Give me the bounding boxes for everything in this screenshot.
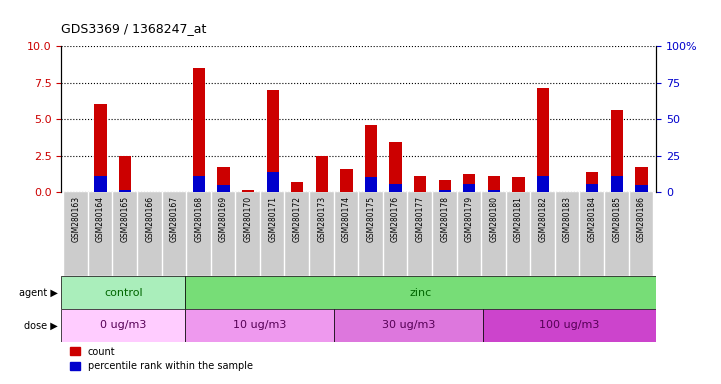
Text: control: control — [104, 288, 143, 298]
Bar — [438, 190, 451, 192]
Bar — [537, 176, 549, 192]
Bar — [389, 142, 402, 192]
Text: GSM280172: GSM280172 — [293, 196, 302, 242]
Bar — [193, 176, 205, 192]
Bar — [438, 180, 451, 192]
Text: GSM280163: GSM280163 — [71, 196, 81, 242]
Text: GSM280185: GSM280185 — [612, 196, 622, 242]
Text: GDS3369 / 1368247_at: GDS3369 / 1368247_at — [61, 22, 207, 35]
Text: 30 ug/m3: 30 ug/m3 — [381, 320, 435, 331]
Bar — [61, 309, 185, 342]
Bar — [236, 192, 260, 276]
Bar — [310, 192, 334, 276]
Bar — [586, 172, 598, 192]
Text: GSM280165: GSM280165 — [120, 196, 130, 242]
Bar — [487, 176, 500, 192]
Bar — [119, 190, 131, 192]
Bar — [482, 309, 656, 342]
Text: GSM280184: GSM280184 — [588, 196, 597, 242]
Bar — [629, 192, 653, 276]
Bar — [316, 156, 328, 192]
Bar — [340, 169, 353, 192]
Bar — [242, 190, 255, 192]
Bar — [611, 176, 623, 192]
Text: GSM280176: GSM280176 — [391, 196, 400, 242]
Bar — [507, 192, 530, 276]
Bar — [267, 90, 279, 192]
Text: agent ▶: agent ▶ — [19, 288, 58, 298]
Bar — [408, 192, 432, 276]
Bar — [487, 190, 500, 192]
Bar — [261, 192, 285, 276]
Text: GSM280167: GSM280167 — [170, 196, 179, 242]
Bar — [384, 192, 407, 276]
Bar — [217, 167, 230, 192]
Bar — [537, 88, 549, 192]
Bar — [433, 192, 456, 276]
Bar — [482, 192, 505, 276]
Bar — [463, 174, 475, 192]
Text: GSM280168: GSM280168 — [195, 196, 203, 242]
Bar — [217, 185, 230, 192]
Bar — [193, 68, 205, 192]
Text: GSM280174: GSM280174 — [342, 196, 351, 242]
Bar — [212, 192, 235, 276]
Text: 10 ug/m3: 10 ug/m3 — [233, 320, 286, 331]
Text: GSM280171: GSM280171 — [268, 196, 277, 242]
Bar — [556, 192, 580, 276]
Bar — [61, 276, 185, 309]
Text: GSM280164: GSM280164 — [96, 196, 105, 242]
Bar — [187, 192, 211, 276]
Bar — [513, 177, 525, 192]
Bar — [89, 192, 112, 276]
Text: zinc: zinc — [410, 288, 432, 298]
Bar — [185, 309, 334, 342]
Bar — [458, 192, 481, 276]
Text: GSM280175: GSM280175 — [366, 196, 376, 242]
Bar — [113, 192, 137, 276]
Bar — [531, 192, 555, 276]
Text: GSM280170: GSM280170 — [244, 196, 252, 242]
Bar — [365, 125, 377, 192]
Bar — [359, 192, 383, 276]
Bar — [162, 192, 186, 276]
Text: GSM280173: GSM280173 — [317, 196, 327, 242]
Bar — [635, 167, 647, 192]
Bar — [635, 185, 647, 192]
Text: GSM280179: GSM280179 — [465, 196, 474, 242]
Legend: count, percentile rank within the sample: count, percentile rank within the sample — [66, 343, 257, 375]
Text: 100 ug/m3: 100 ug/m3 — [539, 320, 600, 331]
Text: GSM280180: GSM280180 — [490, 196, 498, 242]
Bar — [334, 309, 482, 342]
Bar — [414, 176, 426, 192]
Text: GSM280181: GSM280181 — [514, 196, 523, 242]
Bar — [267, 172, 279, 192]
Text: 0 ug/m3: 0 ug/m3 — [100, 320, 146, 331]
Text: GSM280178: GSM280178 — [441, 196, 449, 242]
Bar — [138, 192, 162, 276]
Bar — [605, 192, 629, 276]
Text: dose ▶: dose ▶ — [24, 320, 58, 331]
Text: GSM280186: GSM280186 — [637, 196, 646, 242]
Text: GSM280182: GSM280182 — [539, 196, 547, 242]
Bar — [94, 104, 107, 192]
Text: GSM280169: GSM280169 — [219, 196, 228, 242]
Bar — [586, 184, 598, 192]
Bar — [64, 192, 88, 276]
Text: GSM280177: GSM280177 — [415, 196, 425, 242]
Bar — [291, 182, 304, 192]
Bar — [335, 192, 358, 276]
Bar — [94, 176, 107, 192]
Bar — [119, 156, 131, 192]
Text: GSM280166: GSM280166 — [145, 196, 154, 242]
Text: GSM280183: GSM280183 — [563, 196, 572, 242]
Bar — [580, 192, 604, 276]
Bar — [611, 110, 623, 192]
Bar — [185, 276, 656, 309]
Bar — [463, 184, 475, 192]
Bar — [286, 192, 309, 276]
Bar — [365, 177, 377, 192]
Bar — [389, 184, 402, 192]
